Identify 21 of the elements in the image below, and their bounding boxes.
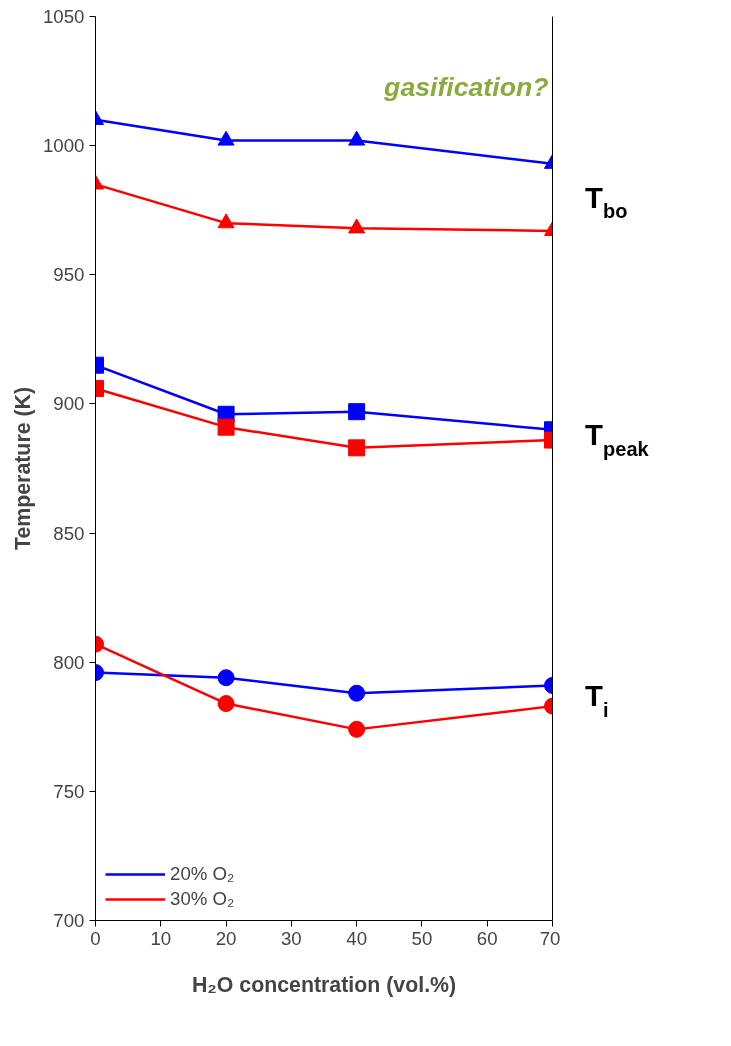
y-tick-label: 1050 <box>43 6 85 27</box>
y-tick-label: 1000 <box>43 135 85 157</box>
y-tick-label: 900 <box>53 393 85 415</box>
legend-label: 20% O₂ <box>170 863 235 885</box>
y-tick-label: 750 <box>53 780 85 802</box>
y-tick-label: 850 <box>53 522 85 544</box>
y-axis-title: Temperature (K) <box>11 386 35 551</box>
x-tick-label: 60 <box>476 927 498 949</box>
x-tick-label: 20 <box>215 927 237 949</box>
legend-label: 30% O₂ <box>170 888 235 910</box>
x-tick-label: 0 <box>90 927 101 949</box>
x-tick-label: 70 <box>539 927 561 949</box>
y-tick-label: 950 <box>53 264 85 286</box>
x-tick-label: 40 <box>346 927 368 949</box>
annotation: gasification? <box>383 71 549 102</box>
y-tick-label: 700 <box>53 910 85 931</box>
y-tick-label: 800 <box>53 651 85 673</box>
x-tick-label: 50 <box>411 927 433 949</box>
x-tick-label: 30 <box>280 927 302 949</box>
x-axis-title: H₂O concentration (vol.%) <box>191 972 457 997</box>
x-tick-label: 10 <box>150 927 172 949</box>
